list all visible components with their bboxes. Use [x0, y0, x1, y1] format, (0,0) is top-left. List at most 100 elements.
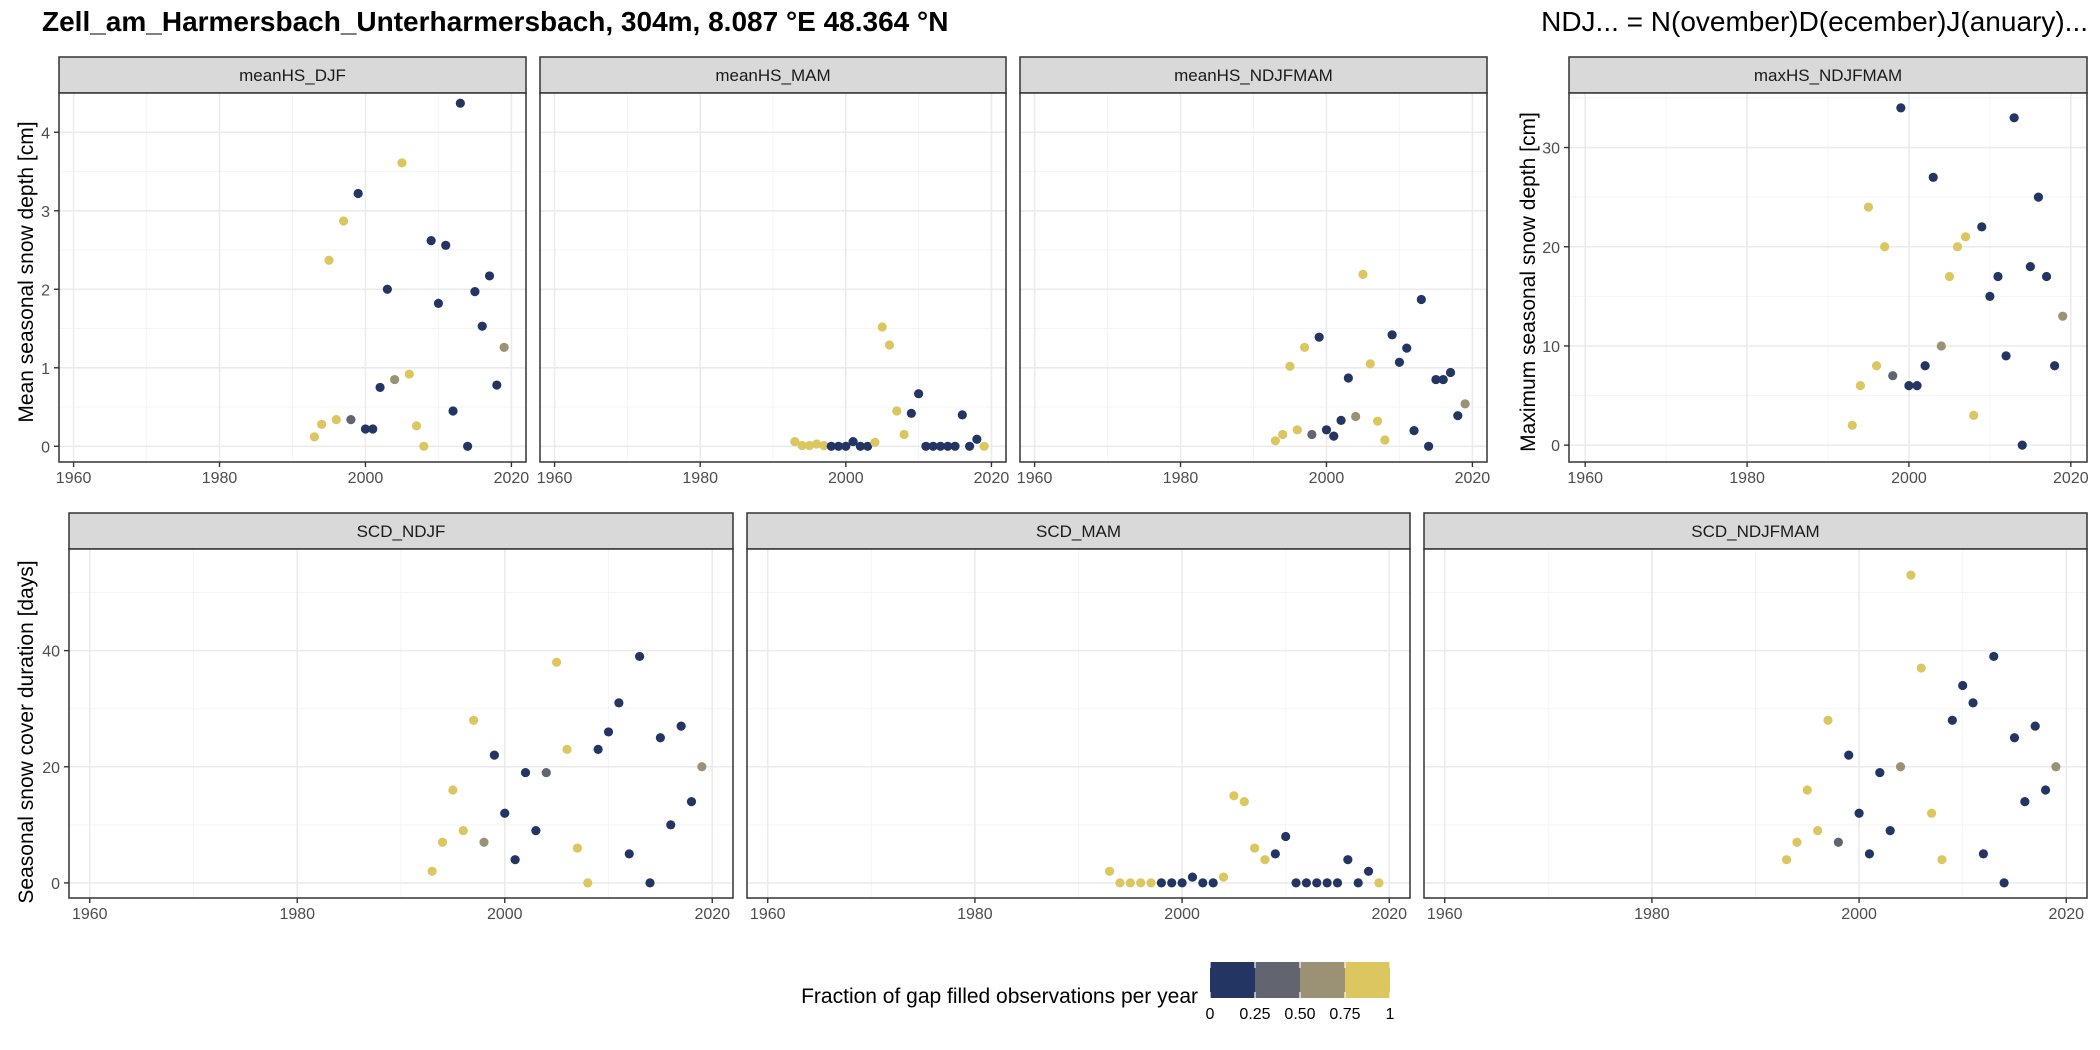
title-note: NDJ... = N(ovember)D(ecember)J(anuary)..… — [1541, 6, 2088, 37]
data-point — [928, 441, 938, 451]
data-point — [1912, 381, 1922, 391]
data-point — [520, 767, 531, 778]
data-point — [382, 284, 392, 294]
data-point — [1336, 415, 1346, 425]
data-point — [2020, 797, 2030, 807]
data-point — [1904, 381, 1914, 391]
data-point — [375, 382, 385, 393]
data-point — [1864, 849, 1875, 859]
data-point — [1218, 872, 1229, 882]
legend-tick-label: 0.75 — [1329, 1006, 1360, 1023]
panel-border — [1568, 92, 2088, 463]
data-point — [1978, 849, 1989, 859]
data-point — [863, 441, 873, 451]
legend-tick-label: 0.25 — [1239, 1006, 1270, 1023]
data-point — [338, 216, 349, 226]
x-tick-label: 1960 — [56, 470, 92, 487]
facet-strip-label: meanHS_DJF — [239, 66, 346, 85]
data-point — [1343, 373, 1353, 383]
data-point — [1198, 878, 1208, 888]
x-tick-label: 1980 — [1729, 470, 1765, 487]
data-point — [477, 321, 487, 331]
data-point — [819, 440, 829, 451]
data-point — [1312, 878, 1322, 888]
data-point — [1156, 878, 1166, 888]
data-point — [458, 826, 468, 836]
data-point — [2040, 785, 2051, 795]
data-point — [1402, 343, 1412, 353]
data-point — [1187, 872, 1198, 882]
data-point — [1115, 878, 1125, 888]
data-point — [1353, 878, 1363, 888]
data-point — [1125, 878, 1135, 888]
data-point — [855, 441, 865, 451]
data-point — [655, 733, 665, 743]
data-point — [826, 441, 836, 451]
x-tick-label: 2020 — [974, 470, 1010, 487]
data-point — [943, 441, 953, 451]
data-point — [1380, 435, 1390, 445]
data-point — [426, 236, 436, 246]
data-point — [541, 767, 551, 778]
data-point — [1363, 866, 1374, 876]
legend-tick-label: 0.50 — [1284, 1006, 1315, 1023]
data-point — [448, 785, 458, 795]
data-point — [448, 406, 458, 416]
data-point — [1885, 826, 1895, 836]
data-point — [972, 434, 982, 444]
x-tick-label: 2000 — [1309, 470, 1345, 487]
data-point — [957, 410, 967, 420]
data-point — [1952, 242, 1963, 252]
x-tick-label: 1980 — [957, 906, 993, 923]
data-point — [1936, 341, 1946, 351]
data-point — [1920, 361, 1930, 371]
data-point — [2009, 113, 2019, 123]
data-point — [884, 340, 895, 350]
data-point — [1460, 399, 1470, 409]
y-tick-label: 3 — [41, 204, 50, 221]
x-tick-label: 2020 — [694, 906, 730, 923]
data-point — [510, 855, 520, 865]
y-tick-label: 10 — [1542, 339, 1560, 356]
data-point — [1329, 431, 1339, 441]
data-point — [1299, 342, 1310, 352]
x-tick-label: 2000 — [487, 906, 523, 923]
data-point — [552, 657, 562, 667]
data-point — [1927, 808, 1937, 818]
data-point — [531, 826, 541, 836]
data-point — [437, 837, 448, 847]
data-point — [906, 408, 916, 418]
data-point — [1993, 271, 2003, 282]
facet-strip — [68, 512, 734, 550]
data-point — [635, 651, 645, 662]
panel-maxhs-ndjfmam: maxHS_NDJFMAM 1960 1980 2000 2020 0 10 20 30Maxi… — [1517, 56, 2089, 487]
x-tick-label: 2020 — [2048, 906, 2084, 923]
data-point — [2025, 261, 2035, 272]
panel-border — [58, 92, 527, 463]
data-point — [645, 878, 655, 888]
data-point — [1250, 843, 1260, 853]
data-point — [500, 808, 510, 818]
data-point — [833, 441, 844, 451]
data-point — [1167, 878, 1177, 888]
facet-strip-label: SCD_MAM — [1036, 522, 1121, 541]
data-point — [1453, 411, 1463, 421]
x-tick-label: 1980 — [682, 470, 718, 487]
data-point — [1431, 374, 1441, 385]
data-point — [1321, 425, 1332, 435]
data-point — [2001, 351, 2011, 361]
data-point — [964, 441, 975, 451]
data-point — [331, 415, 341, 425]
x-tick-label: 2000 — [1891, 470, 1927, 487]
data-point — [790, 436, 800, 447]
data-point — [1985, 291, 1995, 301]
data-point — [583, 878, 593, 888]
data-point — [360, 424, 371, 434]
x-tick-label: 1960 — [72, 906, 108, 923]
data-point — [309, 432, 319, 442]
y-tick-label: 0 — [51, 876, 60, 893]
data-point — [353, 188, 363, 199]
y-tick-label: 40 — [42, 644, 60, 661]
y-tick-label: 2 — [41, 282, 50, 299]
